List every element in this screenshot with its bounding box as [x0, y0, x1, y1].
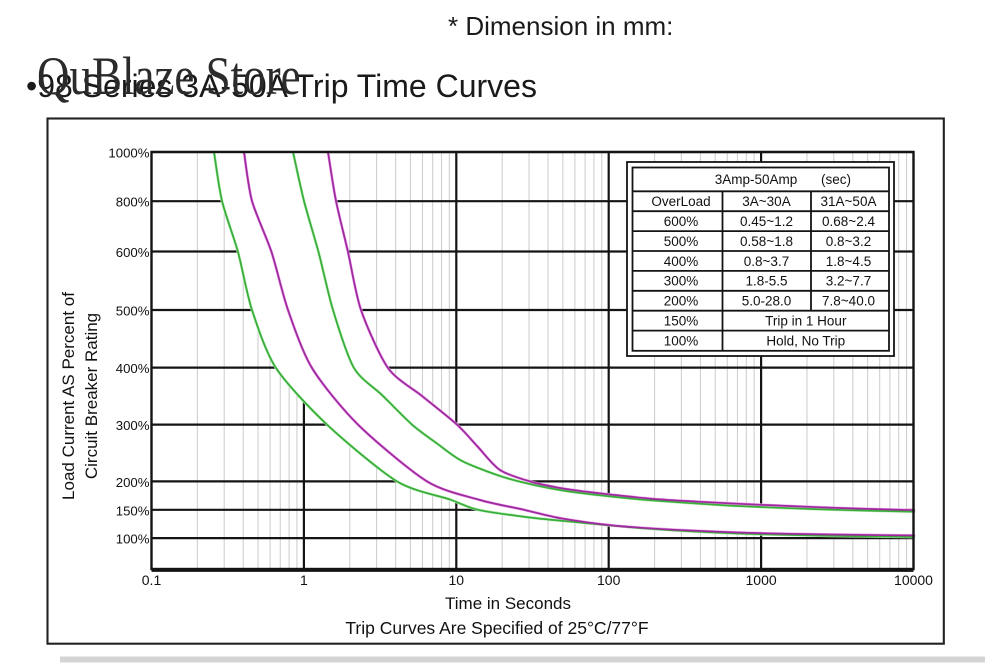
svg-text:7.8~40.0: 7.8~40.0: [822, 294, 875, 309]
svg-text:100%: 100%: [664, 334, 699, 349]
svg-text:100: 100: [597, 572, 621, 588]
svg-text:OverLoad: OverLoad: [651, 194, 710, 209]
svg-text:150%: 150%: [664, 313, 699, 328]
svg-text:800%: 800%: [116, 195, 150, 210]
svg-text:400%: 400%: [116, 361, 150, 376]
svg-text:3.2~7.7: 3.2~7.7: [826, 274, 871, 289]
svg-text:0.45~1.2: 0.45~1.2: [740, 214, 793, 229]
svg-text:0.58~1.8: 0.58~1.8: [740, 234, 793, 249]
svg-text:1000%: 1000%: [108, 146, 149, 161]
svg-text:0.1: 0.1: [142, 572, 162, 588]
svg-text:500%: 500%: [116, 304, 150, 319]
svg-text:100%: 100%: [116, 532, 150, 547]
svg-text:(sec): (sec): [821, 172, 851, 187]
svg-text:1: 1: [300, 572, 308, 588]
svg-text:400%: 400%: [664, 254, 699, 269]
svg-text:0.8~3.2: 0.8~3.2: [826, 234, 871, 249]
svg-text:0.8~3.7: 0.8~3.7: [744, 254, 789, 269]
svg-text:Time in Seconds: Time in Seconds: [445, 594, 571, 613]
svg-text:Trip in 1 Hour: Trip in 1 Hour: [765, 313, 847, 328]
svg-text:1000: 1000: [746, 572, 777, 588]
svg-text:* Dimension in mm:: * Dimension in mm:: [448, 11, 673, 41]
svg-text:150%: 150%: [116, 503, 150, 518]
svg-text:300%: 300%: [664, 274, 699, 289]
svg-text:5.0-28.0: 5.0-28.0: [742, 294, 792, 309]
svg-text:QuBlaze Store: QuBlaze Store: [37, 46, 301, 106]
svg-text:1.8~4.5: 1.8~4.5: [826, 254, 871, 269]
svg-text:Hold, No Trip: Hold, No Trip: [766, 334, 845, 349]
svg-text:3A~30A: 3A~30A: [742, 194, 790, 209]
svg-text:3Amp-50Amp: 3Amp-50Amp: [715, 172, 798, 187]
svg-text:Trip Curves Are Specified of 2: Trip Curves Are Specified of 25°C/77°F: [345, 618, 648, 638]
svg-text:300%: 300%: [116, 418, 150, 433]
svg-text:600%: 600%: [664, 214, 699, 229]
svg-text:500%: 500%: [664, 234, 699, 249]
svg-text:200%: 200%: [116, 475, 150, 490]
svg-text:200%: 200%: [664, 294, 699, 309]
svg-text:0.68~2.4: 0.68~2.4: [822, 214, 875, 229]
svg-text:31A~50A: 31A~50A: [821, 194, 877, 209]
svg-text:1.8-5.5: 1.8-5.5: [745, 274, 787, 289]
svg-text:Load Current AS Percent of: Load Current AS Percent of: [59, 292, 78, 500]
svg-text:•98 Series 3A-50A Trip Time Cu: •98 Series 3A-50A Trip Time Curves: [26, 68, 537, 104]
svg-text:Circuit Breaker Rating: Circuit Breaker Rating: [82, 313, 101, 479]
svg-text:600%: 600%: [116, 245, 150, 260]
svg-text:10: 10: [449, 572, 465, 588]
svg-text:10000: 10000: [894, 572, 933, 588]
